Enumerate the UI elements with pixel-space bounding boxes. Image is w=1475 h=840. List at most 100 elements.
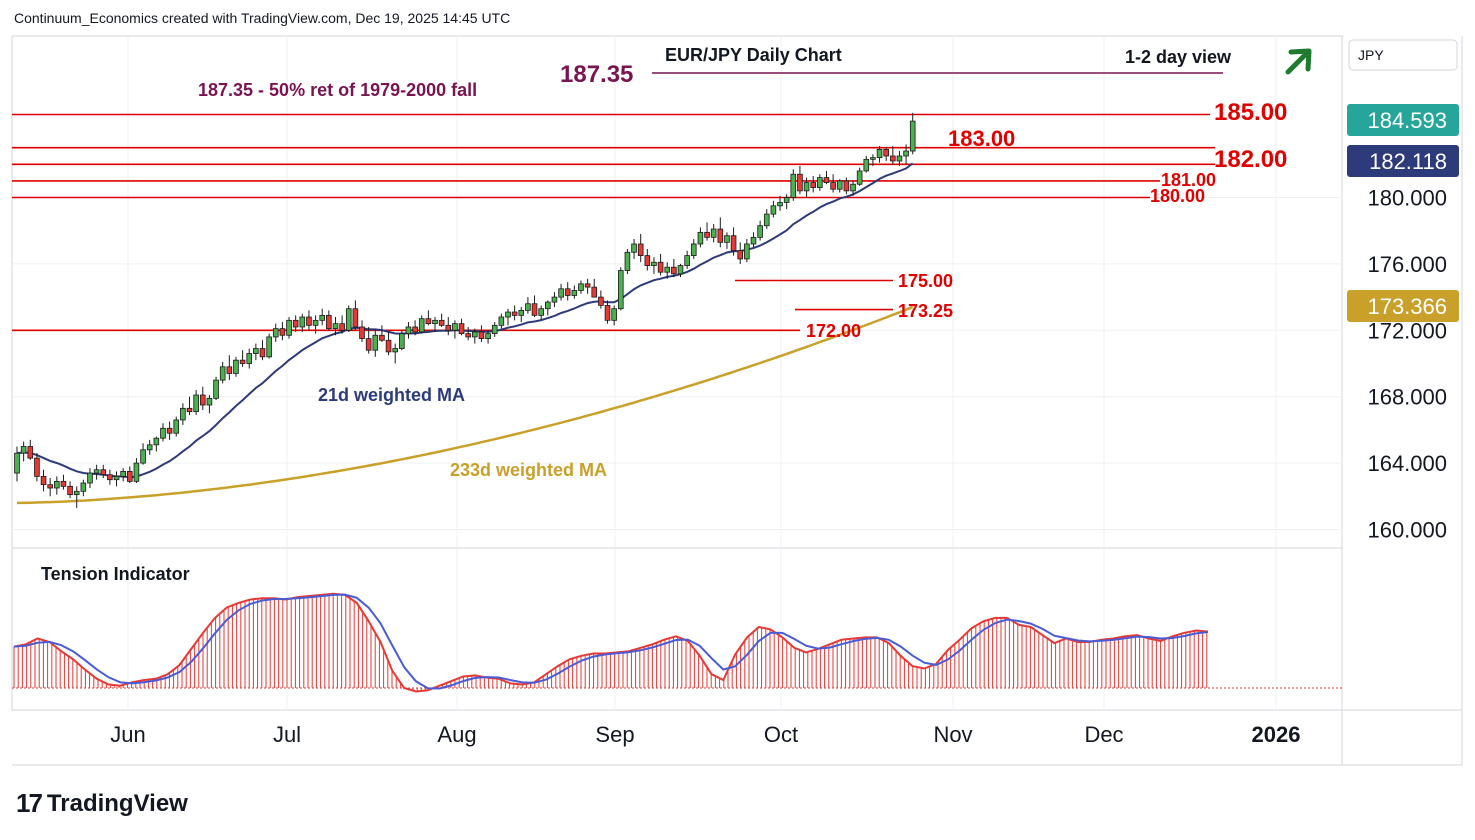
candle-body bbox=[120, 470, 126, 477]
candle-body bbox=[226, 366, 233, 374]
level-label: 172.00 bbox=[806, 321, 861, 341]
candle-body bbox=[485, 333, 491, 339]
time-tick-label: Oct bbox=[764, 722, 798, 747]
candle-body bbox=[306, 316, 312, 326]
price-badge bbox=[1347, 145, 1459, 177]
candle-body bbox=[777, 202, 783, 207]
candle-body bbox=[651, 261, 657, 266]
level-label: 175.00 bbox=[898, 271, 953, 291]
candle-body bbox=[339, 323, 345, 331]
candle-body bbox=[153, 437, 160, 446]
candle-body bbox=[890, 155, 896, 162]
candle-body bbox=[452, 323, 458, 331]
logo-mark: 17 bbox=[16, 788, 43, 818]
candle-body bbox=[206, 397, 213, 406]
candle-body bbox=[551, 296, 558, 303]
level-label: 180.00 bbox=[1150, 186, 1205, 206]
candle-body bbox=[233, 359, 239, 374]
level-label: 181.00 bbox=[1161, 170, 1216, 190]
candle-body bbox=[584, 283, 591, 288]
candle-body bbox=[631, 243, 637, 253]
candle-body bbox=[67, 485, 73, 496]
candle-body bbox=[598, 296, 604, 306]
tradingview-logo[interactable]: 17 TradingView bbox=[16, 788, 188, 819]
price-tick-label: 172.000 bbox=[1367, 318, 1447, 343]
candle-body bbox=[677, 265, 684, 275]
candle-body bbox=[717, 228, 724, 243]
candle-body bbox=[319, 314, 326, 321]
candle-body bbox=[259, 348, 266, 358]
candle-body bbox=[279, 328, 286, 336]
candle-body bbox=[505, 311, 511, 318]
candle-body bbox=[405, 326, 412, 335]
candle-body bbox=[644, 255, 651, 266]
candle-body bbox=[465, 333, 471, 338]
candle-body bbox=[790, 173, 797, 198]
candle-body bbox=[345, 308, 352, 331]
candle-body bbox=[372, 334, 379, 351]
candle-body bbox=[418, 318, 425, 333]
time-tick-label: Nov bbox=[933, 722, 972, 747]
time-tick-label: Dec bbox=[1084, 722, 1123, 747]
candle-body bbox=[810, 182, 816, 188]
candle-body bbox=[332, 323, 339, 330]
indicator-title: Tension Indicator bbox=[41, 564, 190, 584]
candle-body bbox=[173, 419, 180, 434]
candle-body bbox=[445, 324, 452, 331]
candle-body bbox=[783, 197, 790, 203]
candle-body bbox=[412, 326, 418, 333]
candle-body bbox=[770, 205, 777, 215]
candle-body bbox=[359, 326, 365, 340]
candle-body bbox=[830, 182, 836, 190]
candle-body bbox=[525, 303, 531, 311]
candle-body bbox=[213, 379, 219, 399]
candle-body bbox=[511, 311, 518, 316]
candle-body bbox=[704, 231, 710, 238]
candle-body bbox=[352, 308, 359, 328]
candle-body bbox=[876, 148, 883, 159]
candle-body bbox=[299, 316, 306, 328]
time-tick-label: Sep bbox=[595, 722, 634, 747]
candle-body bbox=[564, 288, 571, 296]
candle-body bbox=[737, 250, 744, 260]
candle-body bbox=[744, 243, 750, 260]
candle-body bbox=[817, 177, 823, 188]
target-level-label: 187.35 bbox=[560, 61, 633, 88]
plot-frame bbox=[11, 35, 1343, 711]
ma-21-label: 21d weighted MA bbox=[318, 385, 465, 405]
candle-body bbox=[73, 490, 80, 496]
candle-body bbox=[498, 316, 505, 326]
chart-caption: Continuum_Economics created with Trading… bbox=[14, 10, 511, 26]
price-tick-label: 168.000 bbox=[1367, 385, 1447, 410]
candle-body bbox=[730, 235, 737, 252]
chart-title: EUR/JPY Daily Chart bbox=[665, 45, 842, 65]
candle-body bbox=[491, 324, 498, 335]
price-badge bbox=[1347, 290, 1459, 322]
currency-box[interactable] bbox=[1348, 39, 1458, 71]
candle-body bbox=[850, 183, 856, 192]
time-tick-label: Jun bbox=[110, 722, 145, 747]
price-axis[interactable]: 160.000 164.000 168.000 172.000 176.000 180.0… bbox=[1347, 104, 1459, 543]
candle-body bbox=[750, 236, 757, 245]
time-tick-label: 2026 bbox=[1252, 722, 1301, 747]
candle-body bbox=[126, 470, 133, 482]
candle-body bbox=[617, 270, 624, 310]
candle-body bbox=[757, 225, 763, 238]
candle-body bbox=[531, 303, 538, 316]
candle-body bbox=[326, 314, 332, 330]
time-axis[interactable]: Jun Jul Aug Sep Oct Nov Dec 2026 bbox=[110, 722, 1300, 747]
level-label: 173.25 bbox=[898, 301, 953, 321]
candle-body bbox=[518, 309, 525, 316]
candle-body bbox=[286, 319, 292, 336]
candle-body bbox=[697, 231, 704, 245]
time-tick-label: Jul bbox=[273, 722, 301, 747]
candle-body bbox=[863, 158, 870, 172]
candle-body bbox=[60, 480, 67, 487]
candle-body bbox=[432, 319, 438, 325]
candle-body bbox=[14, 452, 20, 474]
candle-body bbox=[823, 177, 830, 183]
candle-body bbox=[20, 446, 27, 454]
candle-body bbox=[684, 255, 690, 266]
candle-body bbox=[47, 484, 53, 489]
ma-233-label: 233d weighted MA bbox=[450, 460, 607, 480]
